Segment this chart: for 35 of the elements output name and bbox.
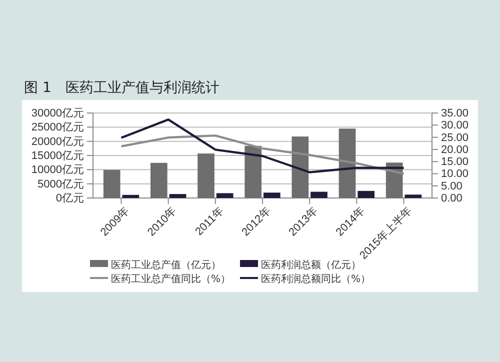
y2-tick-label: 0.00 [441, 192, 462, 205]
y-tick-label: 0亿元 [56, 192, 84, 205]
bar [338, 128, 356, 198]
y-tick-label: 5000亿元 [38, 178, 84, 190]
y-tick-label: 15000亿元 [31, 150, 84, 162]
y-tick-label: 25000亿元 [31, 122, 84, 134]
bar [122, 194, 140, 198]
line-series [120, 118, 405, 174]
legend-label: 医药利润总额（亿元） [261, 259, 361, 271]
legend-label: 医药利润总额同比（%） [261, 273, 371, 285]
bar [310, 192, 328, 198]
bar [264, 192, 280, 198]
y2-tick-label: 35.00 [441, 108, 469, 120]
chart-title: 图 1 医药工业产值与利润统计 [24, 80, 220, 96]
bar [216, 193, 234, 198]
bar [404, 194, 422, 198]
y-tick-label: 20000亿元 [31, 136, 84, 148]
bar [150, 162, 168, 198]
y-tick-label: 10000亿元 [31, 164, 84, 176]
bar [244, 146, 262, 198]
line-series [120, 134, 405, 175]
legend-label: 医药工业总产值同比（%） [111, 273, 231, 285]
bar [198, 154, 214, 198]
bar [358, 190, 374, 198]
y2-tick-label: 5.00 [441, 180, 462, 192]
y2-tick-label: 15.00 [441, 156, 469, 168]
y2-tick-label: 10.00 [441, 168, 469, 180]
y2-tick-label: 30.00 [441, 120, 469, 132]
bar [292, 136, 309, 198]
bar [169, 194, 186, 198]
y2-tick-label: 25.00 [441, 132, 469, 144]
y-tick-label: 30000亿元 [31, 108, 84, 120]
y2-tick-label: 20.00 [441, 144, 469, 156]
bar [103, 170, 120, 198]
legend-label: 医药工业总产值（亿元） [111, 259, 221, 271]
